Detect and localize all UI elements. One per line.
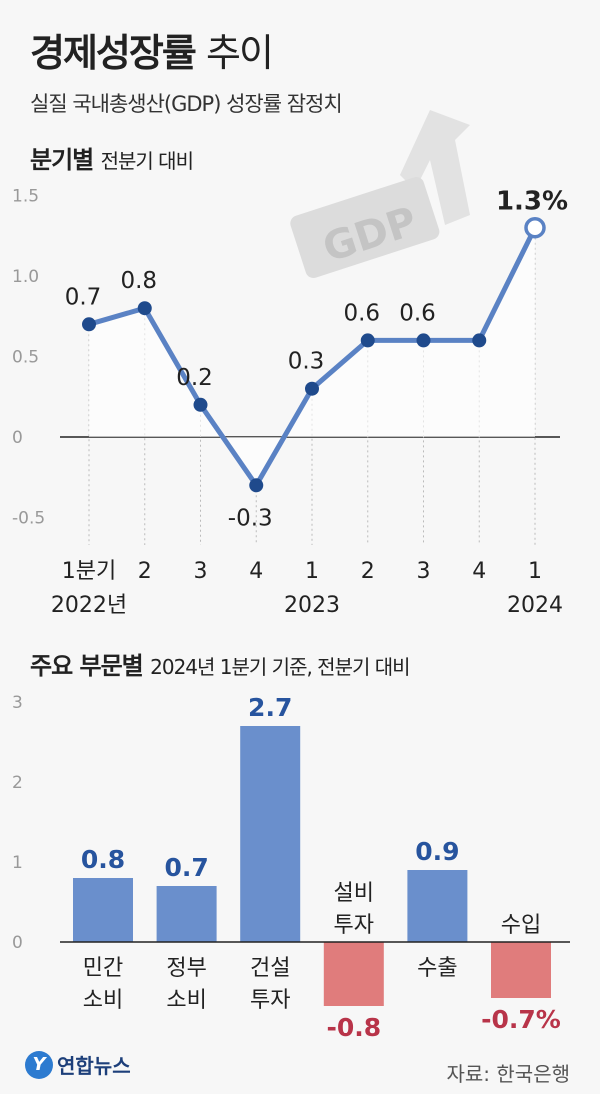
x-tick-label: 1분기 [62, 559, 116, 584]
data-label: 0.2 [176, 365, 213, 391]
year-label: 2022년 [51, 593, 127, 618]
y-tick-label: 1.0 [12, 267, 39, 287]
data-point [249, 478, 264, 493]
data-point [137, 301, 152, 316]
x-tick-label: 4 [472, 559, 486, 584]
year-label: 2024 [507, 593, 563, 618]
y-tick-label: 0 [12, 933, 23, 953]
bar-value-label: -0.8 [326, 1013, 381, 1042]
y-tick-label: 2 [12, 773, 23, 793]
data-point [193, 397, 208, 412]
bar-category-label: 정부 [166, 956, 206, 981]
logo-text: 연합뉴스 [57, 1054, 131, 1078]
y-tick-label: -0.5 [12, 509, 45, 529]
bar [156, 886, 217, 942]
line-section-title: 분기별 전분기 대비 [30, 140, 194, 175]
bar-category-label: 건설 [250, 956, 290, 981]
bar-category-label: 수출 [417, 956, 457, 981]
bar-section-title: 주요 부문별 2024년 1분기 기준, 전분기 대비 [30, 646, 411, 681]
data-label: 0.3 [288, 349, 325, 375]
y-tick-label: 1.5 [12, 187, 39, 207]
bar-value-label: 0.9 [415, 837, 459, 866]
title-light: 추이 [206, 31, 274, 75]
y-tick-label: 3 [12, 693, 23, 713]
logo-mark-icon: Y [25, 1050, 53, 1079]
data-label: 0.8 [120, 268, 157, 294]
bar-category-label: 투자 [334, 913, 374, 938]
source-note: 자료: 한국은행 [446, 1062, 571, 1086]
chart-subtitle: 실질 국내총생산(GDP) 성장률 잠정치 [30, 92, 343, 116]
data-label: 0.6 [343, 300, 380, 326]
data-point [416, 333, 431, 348]
bar-category-label: 민간 [83, 956, 123, 981]
bar-value-label: -0.7% [481, 1005, 561, 1034]
data-label: 1.3% [496, 187, 568, 217]
x-tick-label: 2 [361, 559, 375, 584]
gdp-arrow-decoration [400, 110, 470, 225]
bar-value-label: 0.8 [81, 845, 125, 874]
bar-value-label: 2.7 [248, 693, 292, 722]
x-tick-label: 3 [417, 559, 431, 584]
y-tick-label: 1 [12, 853, 23, 873]
y-tick-label: 0.5 [12, 348, 39, 368]
data-label: 0.6 [399, 300, 436, 326]
bar-section-subtitle: 2024년 1분기 기준, 전분기 대비 [150, 655, 410, 679]
data-label: 0.7 [65, 284, 102, 310]
bar-category-label: 투자 [250, 988, 290, 1013]
x-tick-label: 2 [138, 559, 152, 584]
gdp-block-decoration [290, 177, 440, 278]
bar [240, 726, 301, 942]
line-section-title-bold: 분기별 [30, 146, 94, 174]
y-tick-label: 0 [12, 428, 23, 448]
data-point-latest [524, 216, 546, 239]
yonhap-logo: Y 연합뉴스 [25, 1050, 131, 1079]
x-tick-label: 1 [528, 559, 542, 584]
year-label: 2023 [284, 593, 340, 618]
bar-category-label: 소비 [83, 988, 123, 1013]
bar [73, 878, 133, 942]
bar [491, 942, 551, 998]
bar-category-label: 설비 [334, 881, 374, 906]
title-bold: 경제성장률 [30, 31, 197, 75]
bar-category-label: 소비 [166, 988, 206, 1013]
data-point [305, 381, 319, 396]
chart-title: 경제성장률 추이 [30, 22, 274, 77]
bar [407, 870, 468, 942]
x-tick-label: 1 [305, 559, 319, 584]
bar [323, 942, 384, 1006]
data-point [360, 333, 375, 348]
line-section-subtitle: 전분기 대비 [100, 149, 194, 173]
data-point [82, 317, 96, 332]
bar-value-label: 0.7 [164, 853, 208, 882]
bar-category-label: 수입 [501, 913, 541, 938]
x-tick-label: 3 [194, 559, 208, 584]
x-tick-label: 4 [249, 559, 263, 584]
data-label: -0.3 [228, 505, 273, 531]
data-point [472, 333, 487, 348]
bar-section-title-bold: 주요 부문별 [30, 652, 144, 680]
line-area [89, 227, 535, 486]
